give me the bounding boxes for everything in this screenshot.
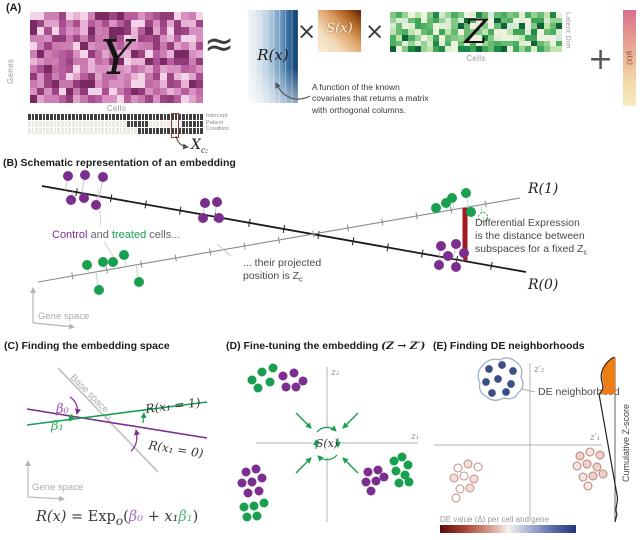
y-cells-axis-label: Cells bbox=[106, 104, 127, 113]
beta0-rotation-arrow-right bbox=[130, 429, 140, 452]
z-cells-axis-label: Cells bbox=[466, 54, 486, 63]
beta1-rotation-arrow-right bbox=[140, 412, 147, 424]
beta0-rotation-arrow bbox=[69, 396, 81, 415]
panel-b-diagram: R(1) R(0) Control and treated cells... .… bbox=[30, 170, 588, 330]
de-colorbar bbox=[440, 525, 576, 533]
cumulative-axis-label: Cumulative Z-score bbox=[621, 404, 631, 482]
control-cell-dots bbox=[63, 170, 469, 272]
neighborhood-leader-line bbox=[521, 388, 536, 393]
genes-axis-label: Genes bbox=[6, 58, 15, 84]
sx-matrix-label: S(x) bbox=[326, 21, 353, 36]
gene-space-x-axis bbox=[32, 322, 75, 330]
treated-cluster-dots bbox=[239, 363, 414, 522]
de-caption-line2: is the distance between bbox=[475, 230, 585, 242]
rx-matrix-label: R(x) bbox=[257, 46, 289, 64]
times-operator-2: × bbox=[365, 19, 385, 45]
xc-arrow bbox=[175, 135, 189, 150]
cumulative-curve bbox=[598, 356, 619, 523]
times-operator-1: × bbox=[297, 19, 317, 45]
treated-leader-line bbox=[103, 241, 115, 258]
rx-matrix: R(x) bbox=[248, 10, 298, 103]
cumulative-tail-fill bbox=[599, 357, 615, 394]
gene-space-label: Gene space bbox=[32, 482, 83, 493]
latent-dim-axis-label: Latent Dim bbox=[564, 12, 571, 49]
shrink-arrow-se bbox=[342, 457, 359, 474]
covariate-row-label-patient: Patient bbox=[206, 119, 224, 125]
projected-cell-dot bbox=[478, 204, 488, 222]
z1-axis-label: z₁ bbox=[410, 432, 419, 442]
shrink-arc-bottom bbox=[317, 454, 338, 462]
z2-axis-label: z₂ bbox=[330, 368, 340, 378]
r1-subspace-line bbox=[26, 401, 208, 426]
shrink-arrow-sw bbox=[295, 457, 312, 474]
y-matrix-heatmap bbox=[30, 12, 203, 103]
de-caption-line1: Differential Expression bbox=[475, 217, 580, 229]
control-treated-caption: Control and treated cells... bbox=[52, 229, 180, 241]
rx-annotation-text: A function of the known covariates that … bbox=[312, 82, 429, 115]
panel-d-title-math: (Z → Z′) bbox=[381, 340, 426, 352]
covariate-row-label-intercept: Intercept bbox=[206, 113, 228, 119]
colorbar-label: DE value (Δ) per cell and gene bbox=[440, 515, 550, 524]
beta0-label: β₀ bbox=[55, 402, 70, 417]
low-de-cluster-left bbox=[449, 459, 483, 503]
panel-b-title: (B) Schematic representation of an embed… bbox=[3, 157, 236, 169]
beta1-label: β₁ bbox=[50, 419, 64, 434]
panel-d-diagram: z₂ z₁ S(x) bbox=[237, 363, 419, 522]
r1-line-label: R(1) bbox=[527, 181, 558, 197]
r0-line-label: R(0) bbox=[527, 277, 558, 293]
projected-caption-line2: position is Zc bbox=[243, 270, 303, 284]
gene-space-label: Gene space bbox=[38, 311, 89, 322]
mu-vector: μ(x) bbox=[623, 10, 636, 106]
r0-subspace-line bbox=[26, 408, 208, 439]
panel-c-diagram: Base space o R(x₁ = 1) R(x₁ = 0) β₀ β₁ G… bbox=[25, 367, 208, 502]
covariate-highlight-column bbox=[171, 112, 179, 138]
panel-e-title: (E) Finding DE neighborhoods bbox=[433, 340, 585, 352]
sx-matrix: S(x) bbox=[318, 10, 361, 52]
base-space-line bbox=[57, 367, 159, 473]
r0-subspace-label: R(x₁ = 0) bbox=[147, 438, 205, 461]
treated-cell-dots bbox=[82, 188, 476, 295]
covariate-row-label-condition: Condition bbox=[206, 126, 230, 132]
gene-space-x-axis bbox=[27, 495, 65, 502]
beta1-rotation-arrow bbox=[68, 413, 75, 422]
projected-caption-line1: ... their projected bbox=[243, 257, 321, 269]
shrink-arrow-ne bbox=[342, 412, 359, 429]
exp-map-formula: R(x) = Expo(β₀ + x₁β₁) bbox=[36, 509, 199, 528]
de-neighborhood-dots bbox=[481, 360, 518, 398]
z2-prime-axis-label: z′₂ bbox=[533, 365, 545, 375]
sx-center-disc bbox=[313, 429, 341, 457]
z1-prime-axis-label: z′₁ bbox=[589, 433, 600, 443]
panel-c-title: (C) Finding the embedding space bbox=[4, 340, 170, 352]
panel-e-diagram: z′₂ z′₁ DE neighborhood Cumulative Z-sco… bbox=[434, 356, 631, 533]
de-caption-line3: subspaces for a fixed Zc bbox=[475, 243, 588, 257]
r1-subspace-label: R(x₁ = 1) bbox=[144, 395, 202, 416]
shrink-arrow-nw bbox=[295, 412, 312, 429]
control-cluster-dots bbox=[237, 368, 389, 498]
mu-vector-label: μ(x) bbox=[625, 51, 634, 65]
low-de-cluster-right bbox=[572, 447, 608, 491]
covariate-matrix bbox=[28, 114, 203, 134]
panel-d-title: (D) Fine-tuning the embedding (Z → Z′) bbox=[226, 340, 426, 352]
sx-center-label: S(x) bbox=[316, 437, 338, 450]
shrink-arc-top bbox=[316, 425, 337, 433]
projection-leader-line bbox=[216, 243, 232, 257]
approx-operator: ≈ bbox=[204, 24, 235, 65]
xc-row-label: Xc: bbox=[191, 137, 209, 155]
plus-operator: + bbox=[588, 42, 614, 77]
z-matrix-heatmap bbox=[390, 12, 562, 52]
panel-a-label: (A) bbox=[6, 2, 22, 14]
